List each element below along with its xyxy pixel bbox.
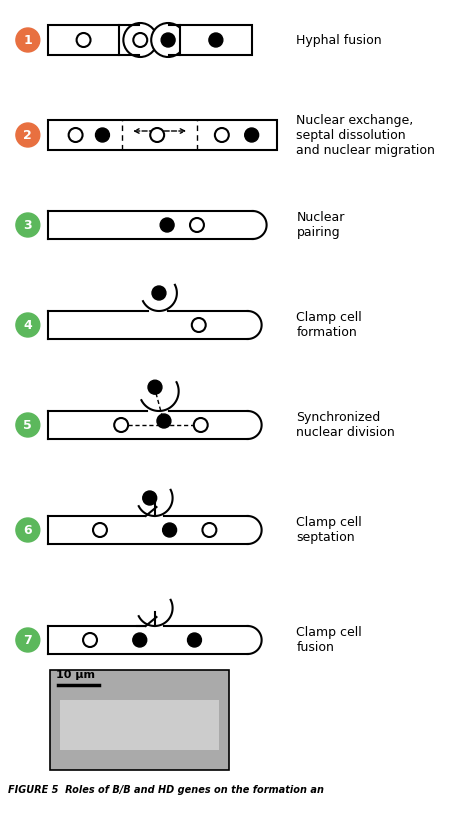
Polygon shape xyxy=(48,516,262,544)
Circle shape xyxy=(143,491,157,505)
Circle shape xyxy=(157,414,171,428)
Text: 1: 1 xyxy=(24,33,32,46)
Text: 5: 5 xyxy=(24,418,32,431)
Circle shape xyxy=(16,123,40,147)
Polygon shape xyxy=(48,311,262,339)
Bar xyxy=(60,700,219,750)
Circle shape xyxy=(133,633,147,647)
Polygon shape xyxy=(143,284,177,311)
Text: Clamp cell
formation: Clamp cell formation xyxy=(296,311,362,339)
Circle shape xyxy=(16,518,40,542)
Text: Nuclear exchange,
septal dissolution
and nuclear migration: Nuclear exchange, septal dissolution and… xyxy=(296,113,435,156)
Bar xyxy=(48,120,276,150)
Polygon shape xyxy=(139,490,173,516)
Circle shape xyxy=(160,218,174,232)
Circle shape xyxy=(123,23,157,57)
Text: Clamp cell
fusion: Clamp cell fusion xyxy=(296,626,362,654)
Circle shape xyxy=(77,33,91,47)
Text: Clamp cell
septation: Clamp cell septation xyxy=(296,516,362,544)
Circle shape xyxy=(83,633,97,647)
Circle shape xyxy=(16,213,40,237)
Text: 6: 6 xyxy=(24,523,32,536)
Circle shape xyxy=(150,128,164,142)
Text: 7: 7 xyxy=(24,633,32,646)
Circle shape xyxy=(163,523,177,537)
Text: Nuclear
pairing: Nuclear pairing xyxy=(296,211,345,239)
Text: Synchronized
nuclear division: Synchronized nuclear division xyxy=(296,411,395,439)
Circle shape xyxy=(133,33,147,47)
Circle shape xyxy=(16,628,40,652)
Circle shape xyxy=(16,313,40,337)
Text: 10 μm: 10 μm xyxy=(56,670,95,680)
Circle shape xyxy=(190,218,204,232)
Text: 2: 2 xyxy=(24,129,32,142)
Bar xyxy=(50,670,229,770)
Polygon shape xyxy=(48,411,262,439)
Polygon shape xyxy=(48,211,266,239)
Polygon shape xyxy=(139,600,173,626)
Circle shape xyxy=(69,128,82,142)
Circle shape xyxy=(194,418,208,432)
Text: 3: 3 xyxy=(24,218,32,231)
Circle shape xyxy=(16,413,40,437)
Bar xyxy=(180,25,252,55)
Text: 4: 4 xyxy=(24,319,32,332)
Text: FIGURE 5  Roles of B/B and HD genes on the formation an: FIGURE 5 Roles of B/B and HD genes on th… xyxy=(8,785,324,795)
Polygon shape xyxy=(48,626,262,654)
Circle shape xyxy=(188,633,201,647)
Circle shape xyxy=(161,33,175,47)
Circle shape xyxy=(215,128,229,142)
Polygon shape xyxy=(141,382,179,411)
Circle shape xyxy=(192,318,206,332)
Circle shape xyxy=(209,33,223,47)
Circle shape xyxy=(202,523,216,537)
Circle shape xyxy=(95,128,109,142)
Circle shape xyxy=(16,28,40,52)
Circle shape xyxy=(93,523,107,537)
Bar xyxy=(48,25,119,55)
Circle shape xyxy=(151,23,185,57)
Circle shape xyxy=(114,418,128,432)
Circle shape xyxy=(152,286,166,300)
Text: Hyphal fusion: Hyphal fusion xyxy=(296,33,382,46)
Circle shape xyxy=(245,128,259,142)
Circle shape xyxy=(148,381,162,394)
